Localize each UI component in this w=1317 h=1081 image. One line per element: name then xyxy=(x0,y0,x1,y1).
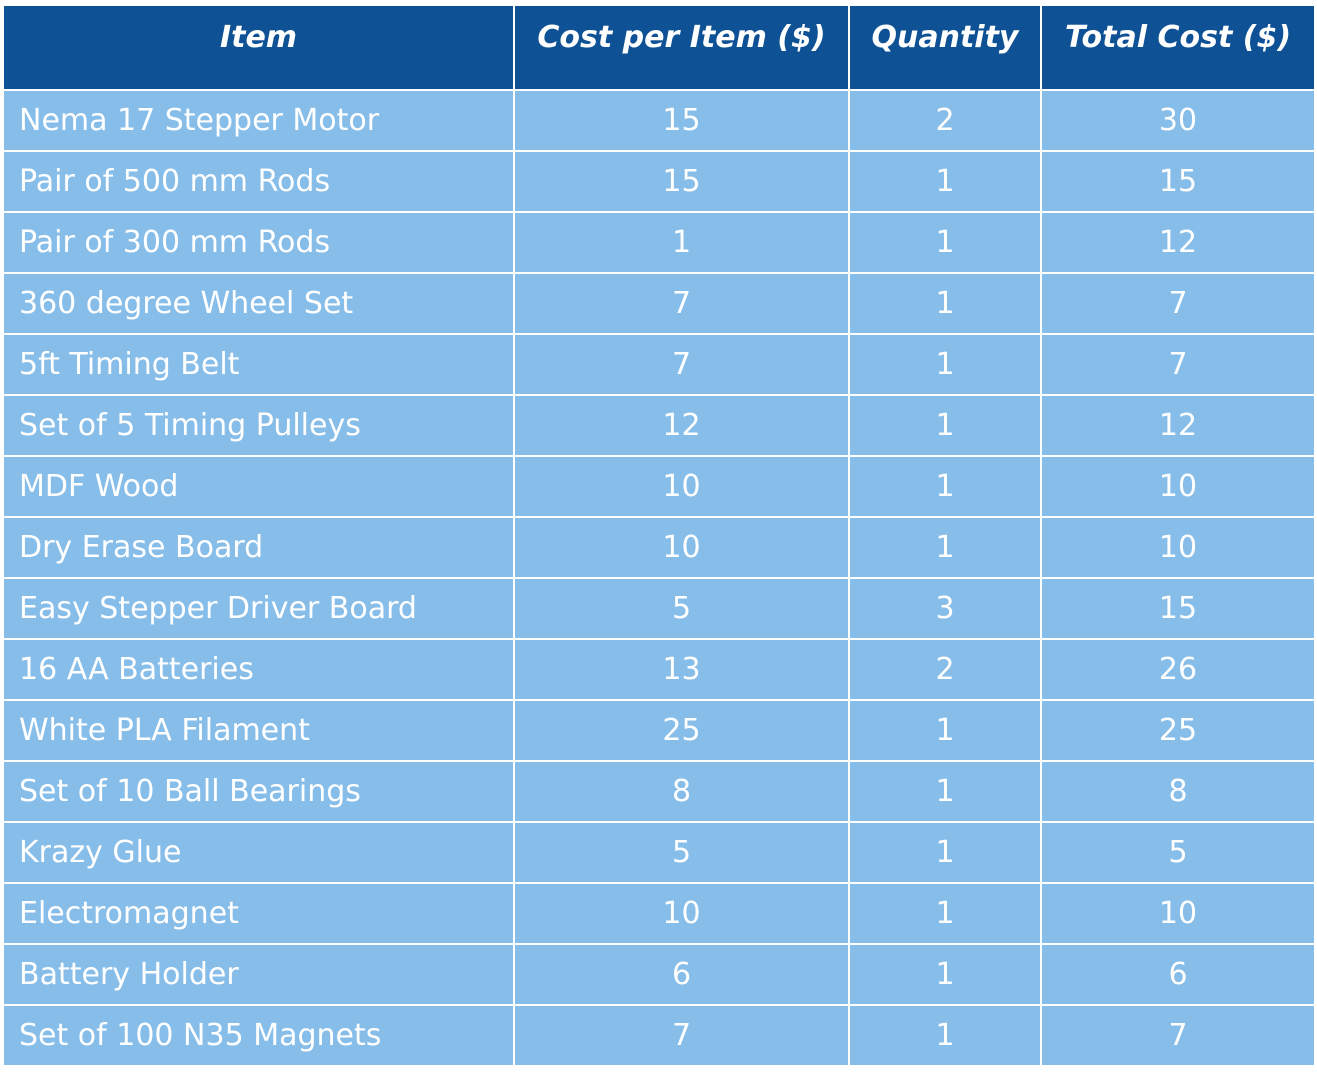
total-cost-cell: 12 xyxy=(1040,394,1316,457)
total-cost-cell: 10 xyxy=(1040,455,1316,518)
cost-per-item-cell: 15 xyxy=(513,150,850,213)
item-cell: 16 AA Batteries xyxy=(2,638,515,701)
table-row: Pair of 300 mm Rods 1 1 12 xyxy=(2,211,1316,274)
total-cost-cell: 5 xyxy=(1040,821,1316,884)
total-cost-cell: 15 xyxy=(1040,150,1316,213)
cost-per-item-cell: 5 xyxy=(513,577,850,640)
cost-per-item-cell: 13 xyxy=(513,638,850,701)
quantity-cell: 2 xyxy=(848,638,1042,701)
quantity-cell: 3 xyxy=(848,577,1042,640)
item-cell: Electromagnet xyxy=(2,882,515,945)
total-cost-cell: 12 xyxy=(1040,211,1316,274)
item-cell: MDF Wood xyxy=(2,455,515,518)
quantity-cell: 1 xyxy=(848,272,1042,335)
table-row: Set of 10 Ball Bearings 8 1 8 xyxy=(2,760,1316,823)
cost-per-item-cell: 1 xyxy=(513,211,850,274)
quantity-cell: 1 xyxy=(848,211,1042,274)
table-row: Set of 5 Timing Pulleys 12 1 12 xyxy=(2,394,1316,457)
item-cell: Set of 10 Ball Bearings xyxy=(2,760,515,823)
header-cost-per-item: Cost per Item ($) xyxy=(513,4,850,91)
cost-per-item-cell: 8 xyxy=(513,760,850,823)
cost-per-item-cell: 5 xyxy=(513,821,850,884)
table-header: Item Cost per Item ($) Quantity Total Co… xyxy=(2,4,1316,91)
cost-per-item-cell: 10 xyxy=(513,516,850,579)
total-cost-cell: 10 xyxy=(1040,882,1316,945)
table-row: 360 degree Wheel Set 7 1 7 xyxy=(2,272,1316,335)
cost-per-item-cell: 10 xyxy=(513,455,850,518)
table-row: Easy Stepper Driver Board 5 3 15 xyxy=(2,577,1316,640)
cost-per-item-cell: 6 xyxy=(513,943,850,1006)
quantity-cell: 1 xyxy=(848,394,1042,457)
total-cost-cell: 10 xyxy=(1040,516,1316,579)
item-cell: Nema 17 Stepper Motor xyxy=(2,89,515,152)
item-cell: Dry Erase Board xyxy=(2,516,515,579)
item-cell: Pair of 300 mm Rods xyxy=(2,211,515,274)
header-item: Item xyxy=(2,4,515,91)
table-body: Nema 17 Stepper Motor 15 2 30 Pair of 500 mm… xyxy=(2,89,1316,1067)
table-row: 16 AA Batteries 13 2 26 xyxy=(2,638,1316,701)
table-row: Battery Holder 6 1 6 xyxy=(2,943,1316,1006)
table-row: White PLA Filament 25 1 25 xyxy=(2,699,1316,762)
quantity-cell: 1 xyxy=(848,455,1042,518)
item-cell: 360 degree Wheel Set xyxy=(2,272,515,335)
quantity-cell: 1 xyxy=(848,821,1042,884)
total-cost-cell: 26 xyxy=(1040,638,1316,701)
table-row: Nema 17 Stepper Motor 15 2 30 xyxy=(2,89,1316,152)
item-cell: Easy Stepper Driver Board xyxy=(2,577,515,640)
cost-per-item-cell: 15 xyxy=(513,89,850,152)
cost-per-item-cell: 7 xyxy=(513,1004,850,1067)
header-quantity: Quantity xyxy=(848,4,1042,91)
total-cost-cell: 8 xyxy=(1040,760,1316,823)
total-cost-cell: 6 xyxy=(1040,943,1316,1006)
cost-per-item-cell: 10 xyxy=(513,882,850,945)
item-cell: Krazy Glue xyxy=(2,821,515,884)
cost-table: Item Cost per Item ($) Quantity Total Co… xyxy=(2,4,1316,1067)
table-row: Set of 100 N35 Magnets 7 1 7 xyxy=(2,1004,1316,1067)
cost-per-item-cell: 7 xyxy=(513,272,850,335)
item-cell: Set of 5 Timing Pulleys xyxy=(2,394,515,457)
table-row: Pair of 500 mm Rods 15 1 15 xyxy=(2,150,1316,213)
cost-per-item-cell: 12 xyxy=(513,394,850,457)
table-row: Krazy Glue 5 1 5 xyxy=(2,821,1316,884)
table-row: Electromagnet 10 1 10 xyxy=(2,882,1316,945)
quantity-cell: 1 xyxy=(848,760,1042,823)
table-row: Dry Erase Board 10 1 10 xyxy=(2,516,1316,579)
header-total-cost: Total Cost ($) xyxy=(1040,4,1316,91)
cost-per-item-cell: 7 xyxy=(513,333,850,396)
quantity-cell: 1 xyxy=(848,882,1042,945)
table-row: 5ft Timing Belt 7 1 7 xyxy=(2,333,1316,396)
quantity-cell: 1 xyxy=(848,943,1042,1006)
total-cost-cell: 30 xyxy=(1040,89,1316,152)
quantity-cell: 2 xyxy=(848,89,1042,152)
quantity-cell: 1 xyxy=(848,150,1042,213)
item-cell: 5ft Timing Belt xyxy=(2,333,515,396)
item-cell: Battery Holder xyxy=(2,943,515,1006)
total-cost-cell: 25 xyxy=(1040,699,1316,762)
table-row: MDF Wood 10 1 10 xyxy=(2,455,1316,518)
total-cost-cell: 7 xyxy=(1040,1004,1316,1067)
cost-per-item-cell: 25 xyxy=(513,699,850,762)
quantity-cell: 1 xyxy=(848,333,1042,396)
quantity-cell: 1 xyxy=(848,699,1042,762)
total-cost-cell: 7 xyxy=(1040,333,1316,396)
quantity-cell: 1 xyxy=(848,516,1042,579)
total-cost-cell: 15 xyxy=(1040,577,1316,640)
quantity-cell: 1 xyxy=(848,1004,1042,1067)
header-row: Item Cost per Item ($) Quantity Total Co… xyxy=(2,4,1316,91)
item-cell: Pair of 500 mm Rods xyxy=(2,150,515,213)
total-cost-cell: 7 xyxy=(1040,272,1316,335)
item-cell: White PLA Filament xyxy=(2,699,515,762)
item-cell: Set of 100 N35 Magnets xyxy=(2,1004,515,1067)
